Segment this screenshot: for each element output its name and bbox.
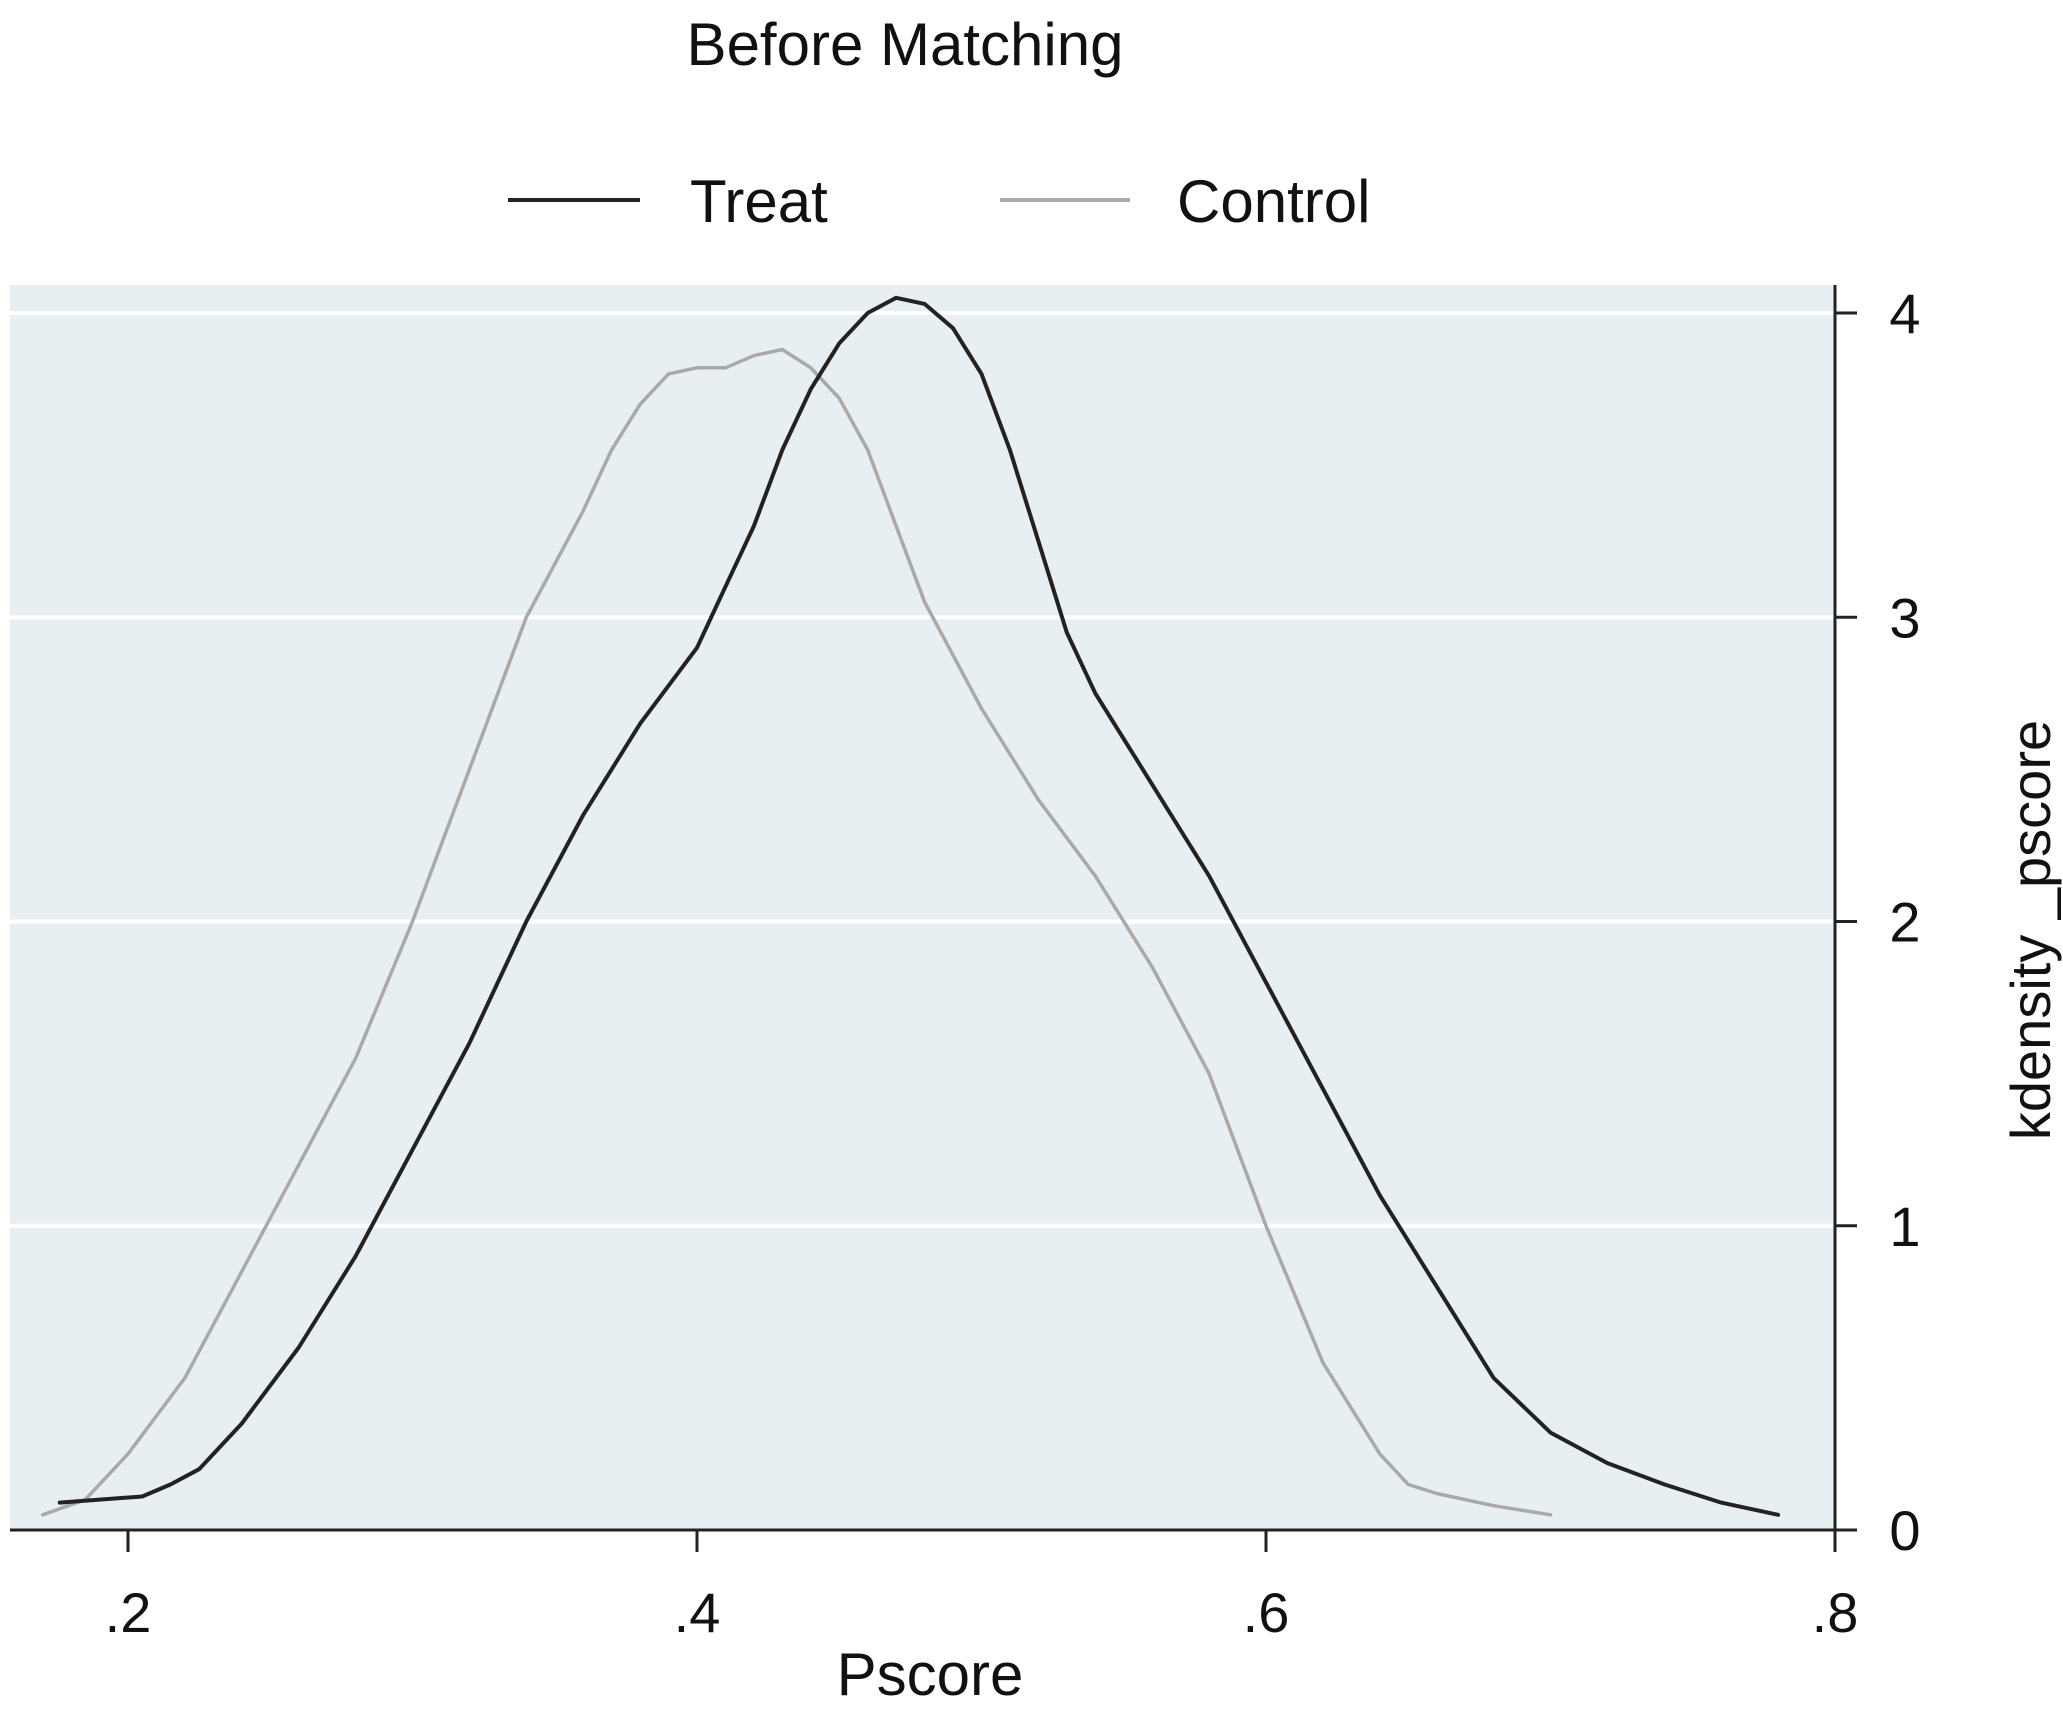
y-tick-label: 0 — [1889, 1499, 1920, 1562]
x-axis-label: Pscore — [837, 1641, 1024, 1708]
x-tick-label: .6 — [1243, 1581, 1290, 1644]
series-line-treat — [57, 295, 1781, 1517]
series-line-control — [40, 347, 1553, 1517]
legend-label-treat: Treat — [690, 168, 828, 235]
y-axis: 0 1 2 3 4 — [1833, 282, 1921, 1562]
grid-lines — [10, 311, 1835, 1228]
plot-area — [10, 285, 1835, 1530]
x-tick-label: .4 — [674, 1581, 721, 1644]
y-tick-label: 4 — [1889, 282, 1920, 345]
chart-title: Before Matching — [687, 11, 1124, 78]
x-axis: .2 .4 .6 .8 — [10, 1528, 1859, 1644]
y-tick-label: 1 — [1889, 1195, 1920, 1258]
y-axis-label: kdensity _pscore — [1999, 720, 2062, 1140]
legend: Treat Control — [508, 168, 1370, 235]
y-tick-label: 3 — [1889, 586, 1920, 649]
x-tick-label: .8 — [1812, 1581, 1859, 1644]
legend-label-control: Control — [1177, 168, 1370, 235]
x-tick-label: .2 — [105, 1581, 152, 1644]
series-layer — [40, 295, 1781, 1517]
y-tick-label: 2 — [1889, 891, 1920, 954]
